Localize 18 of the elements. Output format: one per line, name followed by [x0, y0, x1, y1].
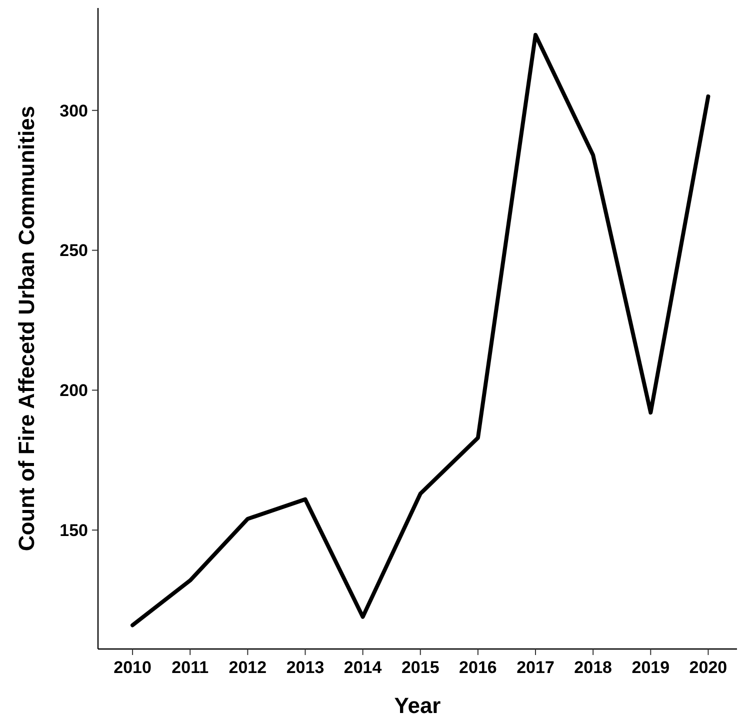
x-tick-label: 2013 [286, 658, 324, 677]
y-axis-title: Count of Fire Affecetd Urban Communities [14, 106, 39, 552]
line-series [130, 32, 710, 628]
y-tick-label: 150 [60, 521, 88, 540]
x-tick-label: 2011 [172, 658, 209, 677]
x-tick-label: 2010 [114, 658, 152, 677]
x-tick-label: 2020 [689, 658, 728, 677]
x-tick-label: 2014 [344, 658, 382, 677]
x-tick-label: 2019 [632, 658, 670, 677]
y-tick-label: 200 [60, 381, 88, 400]
y-tick-label: 250 [60, 241, 88, 260]
x-tick-label: 2018 [574, 658, 612, 677]
y-tick-label: 300 [60, 101, 88, 120]
x-axis-title: Year [394, 693, 442, 718]
x-tick-label: 2015 [401, 658, 440, 677]
x-tick-label: 2016 [459, 658, 497, 677]
x-tick-label: 2012 [228, 658, 267, 677]
x-tick-label: 2017 [516, 658, 554, 677]
